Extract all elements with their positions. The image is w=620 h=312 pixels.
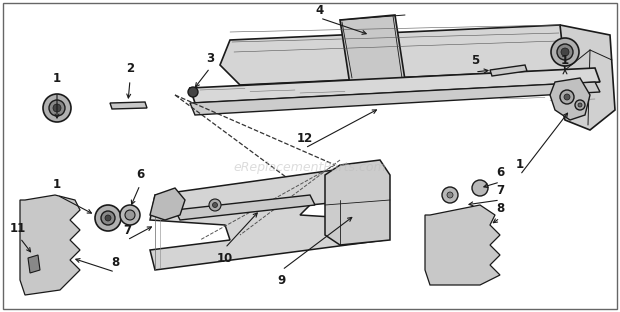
Text: 1: 1 [516,158,524,172]
Circle shape [125,210,135,220]
Text: 7: 7 [123,223,131,236]
Polygon shape [490,65,527,76]
Polygon shape [150,188,185,220]
Circle shape [564,94,570,100]
Circle shape [101,211,115,225]
Text: 7: 7 [496,183,504,197]
Circle shape [49,100,65,116]
Text: 8: 8 [496,202,504,215]
Polygon shape [425,205,500,285]
Polygon shape [325,160,390,245]
Polygon shape [150,165,385,270]
Circle shape [43,94,71,122]
Circle shape [188,87,198,97]
Polygon shape [550,78,590,120]
Circle shape [551,38,579,66]
Text: 1: 1 [53,178,61,192]
Circle shape [213,202,218,207]
Polygon shape [190,68,600,103]
Text: 5: 5 [471,53,479,66]
Polygon shape [20,195,80,295]
Text: 2: 2 [126,61,134,75]
Polygon shape [555,25,615,130]
Circle shape [209,199,221,211]
Text: 12: 12 [297,131,313,144]
Circle shape [447,192,453,198]
Polygon shape [175,195,315,220]
Text: 1: 1 [561,53,569,66]
Circle shape [53,104,61,112]
Text: 9: 9 [278,274,286,286]
Polygon shape [190,82,600,115]
Circle shape [120,205,140,225]
Circle shape [560,90,574,104]
Text: 6: 6 [496,165,504,178]
Text: 6: 6 [136,168,144,182]
Text: 1: 1 [53,71,61,85]
Circle shape [557,44,573,60]
Polygon shape [28,255,40,273]
Circle shape [561,48,569,56]
Polygon shape [340,15,405,85]
Text: 3: 3 [206,51,214,65]
Circle shape [105,215,111,221]
Text: 4: 4 [316,3,324,17]
Circle shape [442,187,458,203]
Text: 8: 8 [111,256,119,269]
Circle shape [575,100,585,110]
Text: 11: 11 [10,222,26,235]
Text: eReplacementParts.com: eReplacementParts.com [234,162,386,174]
Circle shape [95,205,121,231]
Circle shape [472,180,488,196]
Polygon shape [220,25,575,85]
Polygon shape [110,102,147,109]
Circle shape [578,103,582,107]
Text: 10: 10 [217,251,233,265]
